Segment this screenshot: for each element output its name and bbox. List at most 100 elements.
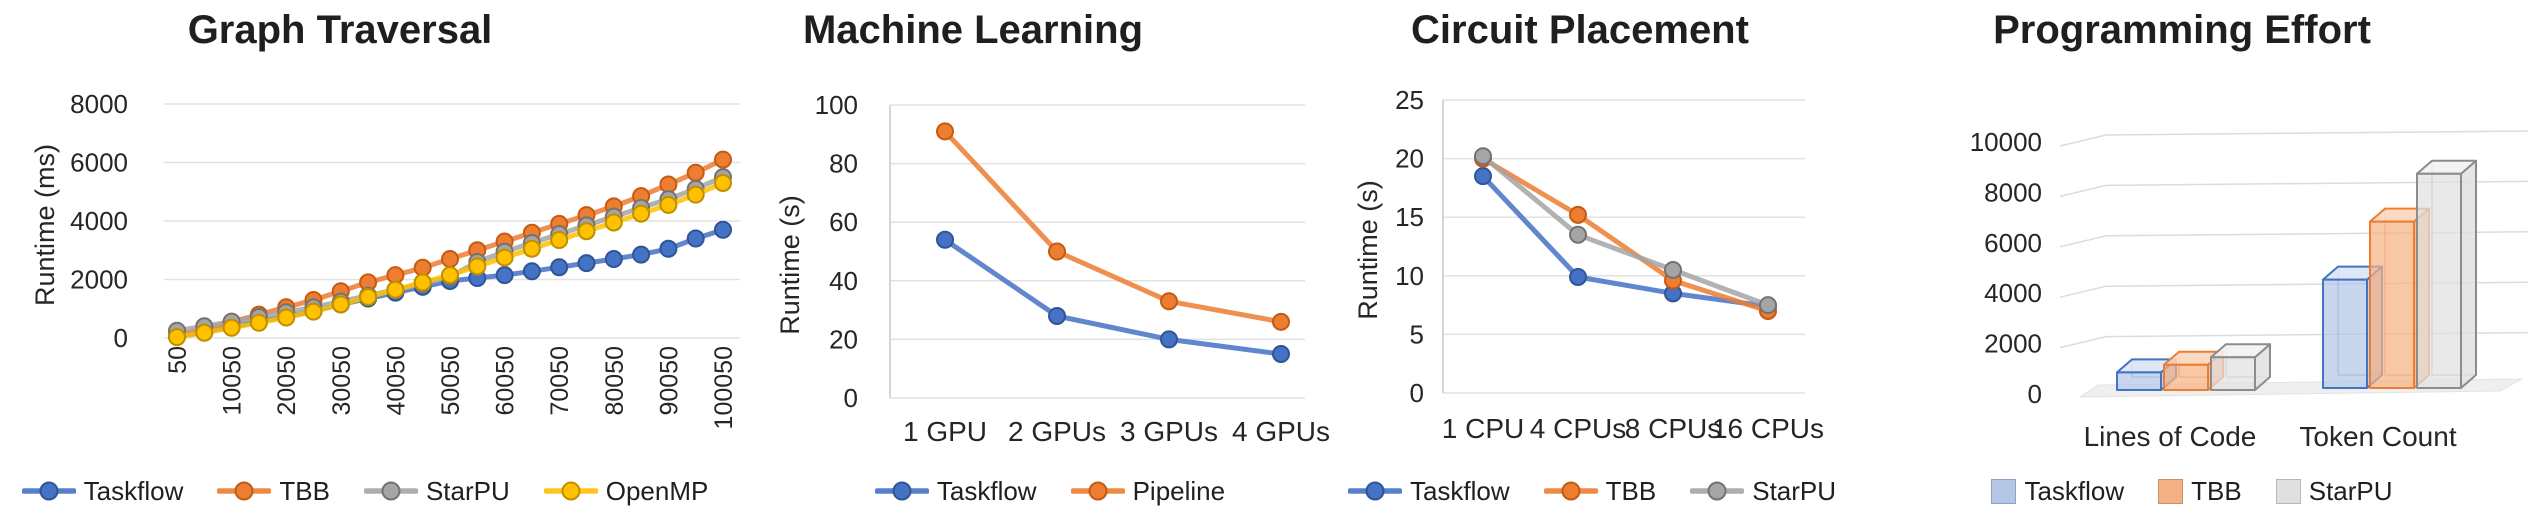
data-point-openmp	[168, 328, 186, 347]
x-tick-label: 10050	[219, 346, 247, 416]
data-point-openmp	[714, 173, 732, 192]
data-point-taskflow	[632, 245, 651, 264]
legend-label: TBB	[2191, 475, 2242, 506]
bar-front-face	[2210, 356, 2256, 391]
y-tick-label: 100	[815, 90, 858, 120]
y-tick-label: 0	[844, 383, 858, 413]
legend-dot	[1088, 481, 1108, 501]
legend-label: Pipeline	[1132, 475, 1226, 506]
data-point-openmp	[249, 313, 268, 332]
data-point-openmp	[304, 302, 323, 321]
legend-marker-taskflow	[1347, 481, 1402, 501]
programming-effort-plot: 0 2000 4000 6000 8000 10000 Lines of Code Token…	[1970, 127, 2529, 452]
x-tick-label: 50	[164, 346, 192, 374]
y-tick-label: 8000	[1984, 177, 2042, 207]
y-tick-label: 6000	[70, 148, 128, 178]
machine-learning-plot: 0 20 40 60 80 100 1 GPU 2 GPUs 3 GPUs 4 GPUs	[815, 90, 1330, 447]
legend-dot	[1365, 481, 1385, 501]
series-line-starpu	[1480, 153, 1771, 308]
data-point-openmp	[577, 222, 596, 241]
legend-item-pipeline: Pipeline	[1070, 475, 1226, 507]
series-line-pipeline	[942, 128, 1284, 325]
legend-marker-taskflow	[21, 481, 76, 501]
data-point-openmp	[604, 213, 623, 232]
legend-marker-taskflow	[874, 481, 929, 501]
data-point-tbb	[413, 258, 432, 277]
y-tick-label: 0	[1410, 378, 1424, 408]
gridline	[2059, 130, 2529, 147]
data-point-tbb	[659, 175, 678, 194]
legend-label: OpenMP	[605, 475, 709, 506]
y-tick-label: 10000	[1970, 127, 2042, 157]
legend-marker-tbb	[1543, 481, 1598, 501]
y-tick-label: 0	[114, 323, 128, 353]
bar-starpu-lines-of-code	[2210, 343, 2271, 391]
x-tick-label: 70050	[546, 346, 574, 416]
x-tick-label: 60050	[492, 346, 520, 416]
legend-swatch-taskflow	[1991, 478, 2017, 504]
legend-item-taskflow: Taskflow	[21, 476, 183, 507]
data-point-pipeline	[1160, 292, 1178, 311]
legend-dot	[1707, 481, 1727, 501]
x-tick-label: 40050	[382, 346, 410, 416]
legend-marker-tbb	[217, 481, 272, 501]
y-tick-label: 20	[829, 324, 858, 354]
x-tick-label: 80050	[601, 346, 629, 416]
legend-label: TBB	[1605, 475, 1657, 506]
chart-title-programming-effort: Programming Effort	[1993, 8, 2371, 52]
legend-dot	[1561, 481, 1581, 501]
x-tick-label: 3 GPUs	[1120, 416, 1218, 447]
data-point-openmp	[331, 295, 350, 314]
data-point-taskflow	[550, 258, 569, 277]
bar-starpu-token-count	[2416, 159, 2477, 389]
legend-item-openmp: OpenMP	[543, 475, 709, 507]
data-point-tbb	[441, 250, 459, 269]
data-point-tbb	[1569, 205, 1587, 224]
legend-label: Taskflow	[2024, 475, 2125, 506]
legend-item-taskflow: Taskflow	[1347, 475, 1510, 507]
y-tick-label: 0	[2028, 379, 2042, 409]
y-axis-label-circuit-placement: Runtime (s)	[1353, 180, 1383, 320]
x-tick-label: 90050	[655, 346, 683, 416]
y-tick-label: 6000	[1984, 228, 2042, 258]
data-point-taskflow	[522, 262, 541, 281]
legend-marker-starpu	[1690, 481, 1745, 501]
series-line-tbb	[1480, 156, 1771, 314]
data-point-pipeline	[936, 122, 954, 141]
data-point-taskflow	[686, 229, 705, 248]
legend-item-taskflow: Taskflow	[1991, 476, 2124, 507]
gridline	[2059, 180, 2529, 198]
y-tick-label: 20	[1395, 144, 1424, 174]
data-point-starpu	[1474, 147, 1492, 166]
data-point-taskflow	[659, 239, 678, 258]
legend-item-starpu: StarPU	[363, 475, 510, 507]
data-point-taskflow	[1569, 267, 1587, 286]
data-point-taskflow	[1048, 306, 1066, 325]
legend-marker-starpu	[363, 481, 418, 501]
legend-item-starpu: StarPU	[2275, 476, 2393, 507]
data-point-pipeline	[1048, 242, 1066, 261]
x-tick-label: 4 CPUs	[1530, 413, 1626, 444]
legend-marker-pipeline	[1070, 481, 1125, 501]
data-point-openmp	[522, 239, 541, 258]
legend-graph-traversal: Taskflow TBB StarPU OpenMP	[21, 468, 708, 514]
y-axis-label-machine-learning: Runtime (s)	[775, 195, 805, 335]
legend-label: Taskflow	[1409, 475, 1510, 506]
legend-label: StarPU	[1752, 475, 1837, 506]
legend-label: StarPU	[425, 475, 510, 506]
y-tick-label: 25	[1395, 85, 1424, 115]
category-label: Token Count	[2299, 421, 2456, 452]
series-line-taskflow	[942, 237, 1284, 357]
legend-item-starpu: StarPU	[1690, 476, 1836, 507]
data-point-starpu	[1664, 260, 1682, 279]
data-point-openmp	[686, 185, 705, 204]
legend-machine-learning: Taskflow Pipeline	[750, 468, 1350, 514]
y-tick-label: 10	[1395, 261, 1424, 291]
data-point-openmp	[468, 257, 487, 276]
bar-side-face	[2460, 159, 2477, 389]
data-point-openmp	[632, 204, 651, 223]
legend-dot	[39, 481, 59, 501]
data-point-taskflow	[714, 220, 732, 239]
